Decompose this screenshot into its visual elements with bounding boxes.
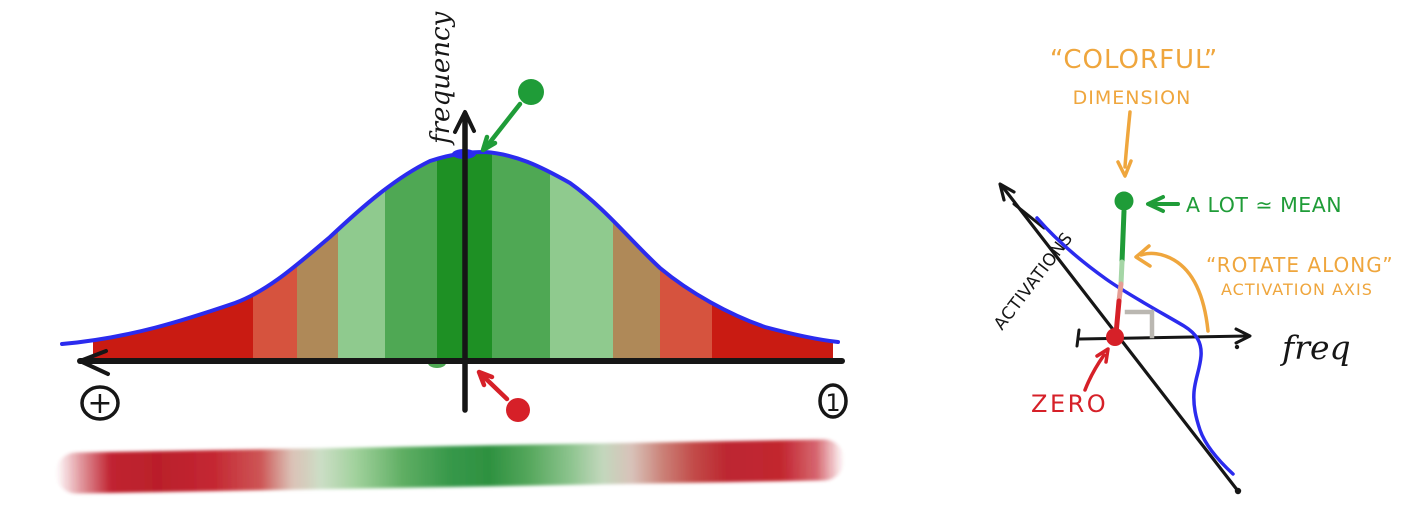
rotation-diagram: ACTIVATIONS freq “COLORFUL” DIMENSION A (990, 45, 1394, 495)
right-angle-marker-icon (1124, 309, 1155, 339)
color-gradient-bar (56, 439, 844, 494)
activation-value-line (1113, 208, 1127, 337)
zero-annotation-arrow (1083, 353, 1106, 392)
activations-axis-extra-stroke (1012, 202, 1046, 230)
freq-axis-arrowhead-icon (1234, 327, 1252, 345)
zero-dot-left (506, 398, 530, 422)
distribution-diagram: frequency + 1 (56, 11, 848, 494)
histogram-stripe (712, 152, 833, 361)
rotate-arc-arrow (1139, 251, 1210, 333)
colorful-dimension-arrow (1123, 110, 1132, 169)
histogram-stripe (253, 152, 297, 361)
activation-axis-label: ACTIVATION AXIS (1221, 280, 1373, 299)
histogram-stripe (550, 152, 613, 361)
histogram-stripe (385, 152, 437, 361)
histogram-stripe (338, 152, 385, 361)
sigmoid-curve (1035, 216, 1235, 476)
dimension-heading: DIMENSION (1073, 87, 1192, 109)
freq-axis-tick-dot (1234, 344, 1240, 350)
zero-arrow-left (479, 372, 510, 402)
histogram-stripe (297, 152, 338, 361)
circled-one-icon (818, 383, 848, 419)
mean-dot-right (1114, 191, 1134, 211)
frequency-axis-label: frequency (426, 11, 456, 146)
rotate-arc-arrowhead-icon (1134, 244, 1152, 268)
bell-curve-outline (60, 149, 840, 346)
mean-arrowhead-icon (480, 134, 498, 153)
zero-annotation-arrowhead-icon (1095, 347, 1110, 364)
circled-plus-icon (80, 385, 120, 421)
mean-annotation-arrowhead-icon (1146, 195, 1165, 213)
histogram-stripe (93, 152, 253, 361)
freq-axis-origin-tick (1075, 328, 1081, 348)
activations-axis-end-dot (1234, 487, 1242, 495)
activations-axis-arrowhead-icon (998, 182, 1016, 202)
mean-dot (518, 79, 544, 105)
histogram-stripe (660, 152, 712, 361)
x-axis-left-arrowhead-icon (78, 349, 110, 376)
zero-label: ZERO (1031, 390, 1108, 418)
plus-symbol: + (87, 386, 112, 421)
colorful-dimension-arrowhead-icon (1116, 159, 1133, 178)
colorful-heading: “COLORFUL” (1050, 45, 1218, 75)
one-symbol: 1 (825, 389, 840, 417)
mean-arrow (484, 101, 523, 149)
a-lot-mean-label: A LOT ≃ MEAN (1186, 193, 1342, 217)
histogram-stripe (613, 152, 660, 361)
freq-axis (1078, 334, 1249, 341)
histogram-stripe (492, 152, 550, 361)
rotate-along-label: “ROTATE ALONG” (1206, 253, 1394, 277)
zero-arrowhead-icon (476, 369, 495, 388)
freq-axis-label: freq (1279, 328, 1351, 367)
y-axis-up-arrowhead-icon (453, 110, 476, 134)
zero-dot-right (1106, 328, 1124, 346)
